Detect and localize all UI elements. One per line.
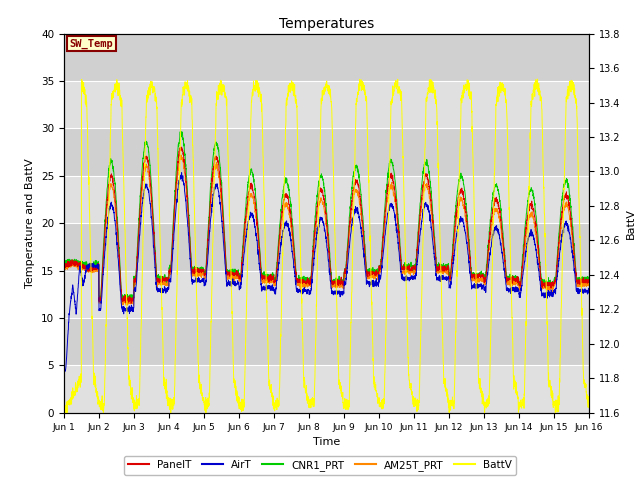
Bar (64, 34, 589, 81)
Y-axis label: BattV: BattV (626, 208, 636, 239)
Bar (64, 81, 589, 128)
Bar (64, 176, 589, 223)
Text: SW_Temp: SW_Temp (69, 38, 113, 48)
Y-axis label: Temperature and BattV: Temperature and BattV (26, 158, 35, 288)
Bar (64, 223, 589, 271)
Bar (64, 128, 589, 176)
Bar (64, 318, 589, 365)
Title: Temperatures: Temperatures (279, 17, 374, 31)
X-axis label: Time: Time (313, 437, 340, 447)
Legend: PanelT, AirT, CNR1_PRT, AM25T_PRT, BattV: PanelT, AirT, CNR1_PRT, AM25T_PRT, BattV (124, 456, 516, 475)
Bar (64, 271, 589, 318)
Bar (64, 365, 589, 413)
